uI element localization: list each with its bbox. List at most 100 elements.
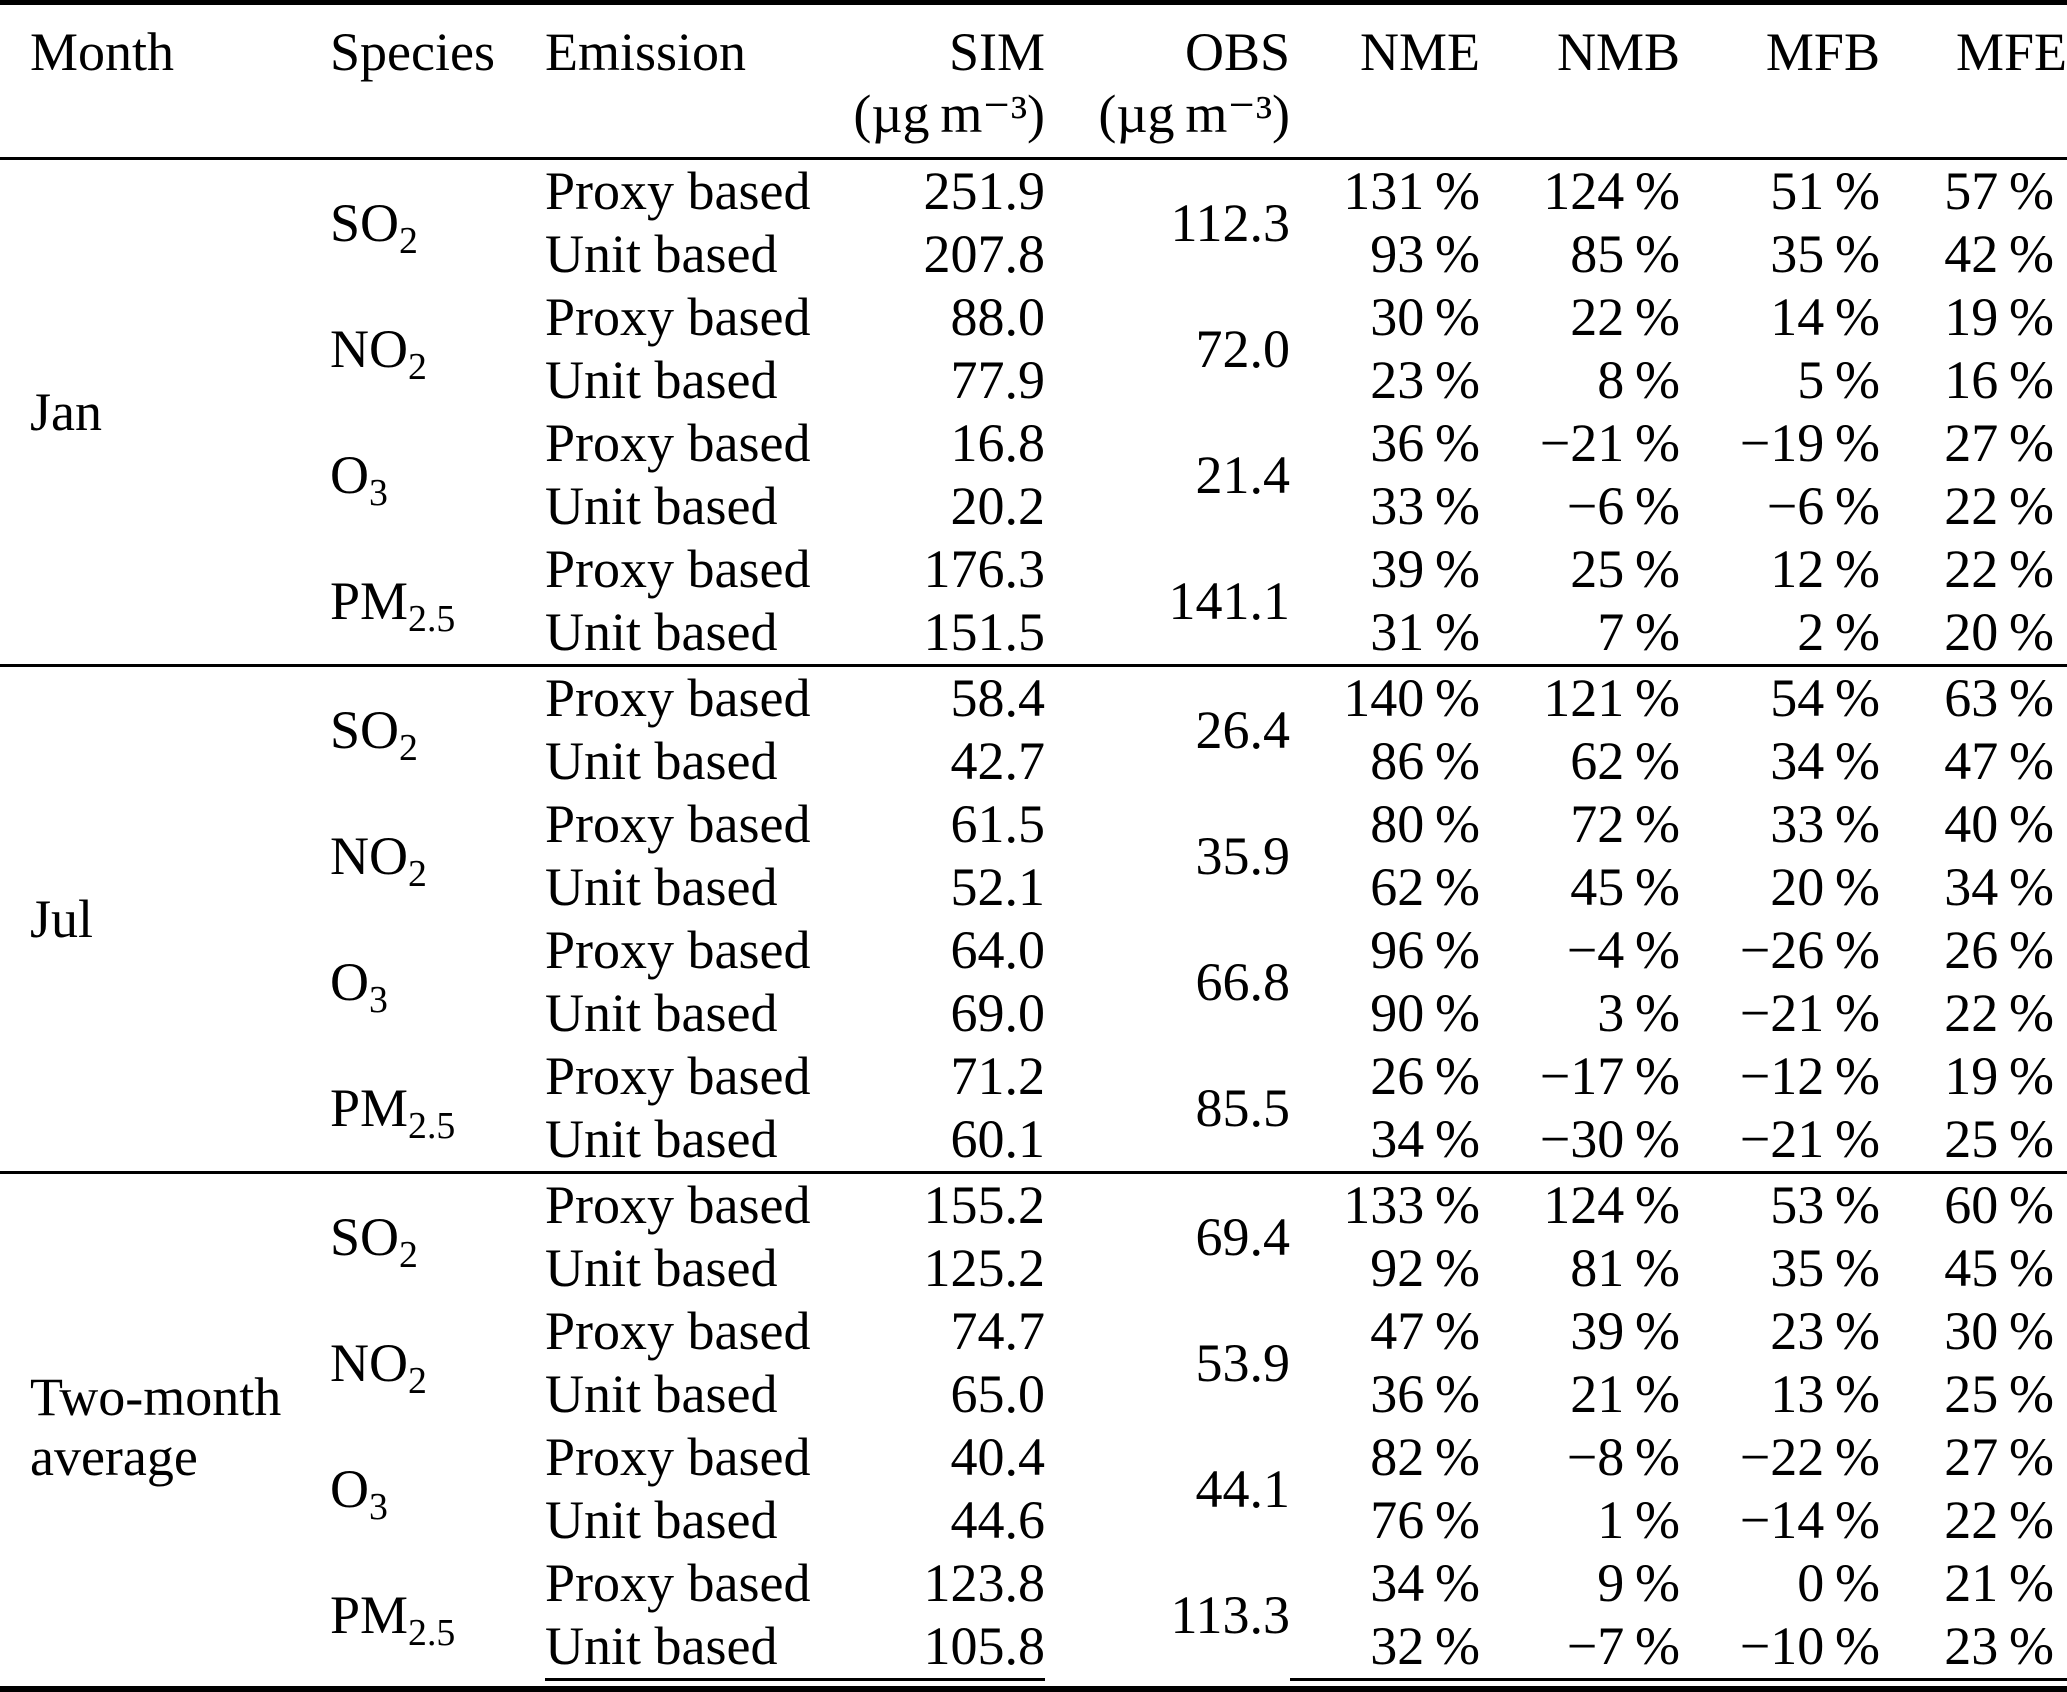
sim-value: 60.1	[950, 1109, 1046, 1169]
nme-value: 36 %	[1370, 1364, 1480, 1424]
table-row: Unit based 42.7 86 % 62 % 34 % 47 %	[0, 730, 2067, 793]
nmb-value: 8 %	[1597, 350, 1680, 410]
nme-value: 31 %	[1370, 602, 1480, 662]
table-row: Unit based 20.2 33 % −6 % −6 % 22 %	[0, 475, 2067, 538]
emission-cell: Proxy based	[545, 413, 811, 473]
table-row: Jan SO2 Proxy based 251.9 112.3 131 % 12…	[0, 159, 2067, 442]
col-header-emission: Emission	[545, 2, 830, 160]
species-cell: PM2.5	[330, 538, 545, 666]
table-row: Unit based 125.2 92 % 81 % 35 % 45 %	[0, 1237, 2067, 1300]
species-cell: SO2	[330, 1171, 545, 1300]
obs-value: 141.1	[1168, 570, 1291, 631]
mfb-value: 12 %	[1770, 539, 1880, 599]
mfb-value: −6 %	[1766, 476, 1880, 536]
mfe-value: 16 %	[1944, 350, 2054, 410]
mfb-value: 53 %	[1680, 1171, 1880, 1237]
species-subscript: 2.5	[408, 1104, 456, 1147]
table-header: Month Species Emission SIM (µg m⁻³) OBS …	[0, 2, 2067, 160]
species-cell: PM2.5	[330, 1552, 545, 1680]
mfe-value: 34 %	[1944, 857, 2054, 917]
mfb-value: −26 %	[1739, 920, 1880, 980]
sim-value: 207.8	[923, 224, 1046, 284]
sim-value: 151.5	[923, 602, 1046, 662]
species-cell: NO2	[330, 1300, 545, 1426]
nmb-value: 124 %	[1543, 161, 1680, 221]
species-base: SO	[330, 1206, 400, 1267]
mfe-value: 20 %	[1944, 602, 2054, 662]
species-subscript: 2	[408, 345, 427, 388]
mfb-value: 35 %	[1770, 1238, 1880, 1298]
mfb-value: 5 %	[1797, 350, 1880, 410]
emission-cell: Unit based	[545, 476, 778, 536]
month-cell: Two-month average	[0, 1171, 330, 1680]
obs-value: 72.0	[1195, 318, 1291, 379]
nme-value: 86 %	[1370, 731, 1480, 791]
nmb-value: −8 %	[1566, 1427, 1680, 1487]
species-base: SO	[330, 699, 400, 760]
mfb-value: −21 %	[1739, 983, 1880, 1043]
species-cell: SO2	[330, 159, 545, 287]
table-bottom-rule	[0, 1686, 2067, 1692]
header-row: Month Species Emission SIM (µg m⁻³) OBS …	[0, 2, 2067, 160]
nme-value: 36 %	[1370, 413, 1480, 473]
sim-value: 61.5	[950, 794, 1046, 854]
nmb-value: 124 %	[1480, 1171, 1680, 1237]
sim-value: 155.2	[830, 1171, 1045, 1237]
obs-value: 113.3	[1170, 1585, 1291, 1646]
col-header-species: Species	[330, 2, 545, 160]
species-base: O	[330, 444, 369, 505]
emission-cell: Unit based	[545, 1615, 830, 1681]
table-row: Two-month average SO2 Proxy based 155.2 …	[0, 1171, 2067, 1680]
mfe-value: 22 %	[1944, 1490, 2054, 1550]
month-cell: Jan	[30, 382, 102, 442]
col-header-mfe: MFE	[1880, 2, 2067, 160]
nme-value: 131 %	[1343, 161, 1480, 221]
mfe-value: 42 %	[1944, 224, 2054, 284]
table-row: Unit based 207.8 93 % 85 % 35 % 42 %	[0, 223, 2067, 286]
mfb-value: −10 %	[1680, 1615, 1880, 1681]
emission-cell: Unit based	[545, 1109, 778, 1169]
species-cell: NO2	[330, 286, 545, 412]
emission-cell: Proxy based	[545, 539, 811, 599]
nme-value: 33 %	[1370, 476, 1480, 536]
col-header-obs: OBS (µg m⁻³)	[1045, 2, 1290, 160]
col-header-sim-unit: (µg m⁻³)	[853, 84, 1045, 144]
mfe-value: 27 %	[1944, 1427, 2054, 1487]
species-base: SO	[330, 192, 400, 253]
obs-value: 85.5	[1195, 1077, 1291, 1138]
col-header-month: Month	[0, 2, 330, 160]
mfe-value: 47 %	[1944, 731, 2054, 791]
mfb-value: −12 %	[1739, 1046, 1880, 1106]
species-subscript: 2	[408, 1359, 427, 1402]
mfe-value: 25 %	[1944, 1364, 2054, 1424]
nme-value: 34 %	[1370, 1109, 1480, 1169]
table-row: NO2 Proxy based 88.0 72.0 30 % 22 % 14 %…	[0, 286, 2067, 385]
sim-value: 251.9	[923, 161, 1046, 221]
mfe-value: 57 %	[1944, 161, 2054, 221]
sim-value: 88.0	[950, 287, 1046, 347]
emission-cell: Proxy based	[545, 161, 811, 221]
mfe-value: 22 %	[1944, 476, 2054, 536]
sim-value: 58.4	[830, 664, 1045, 730]
obs-value: 35.9	[1195, 825, 1291, 886]
col-header-nmb: NMB	[1480, 2, 1680, 160]
nmb-value: −30 %	[1539, 1109, 1680, 1169]
mfe-value: 19 %	[1944, 1046, 2054, 1106]
nmb-value: 72 %	[1570, 794, 1680, 854]
emission-cell: Unit based	[545, 224, 778, 284]
table-row: O3 Proxy based 40.4 44.1 82 % −8 % −22 %…	[0, 1426, 2067, 1525]
table-row: Unit based 60.1 34 % −30 % −21 % 25 %	[0, 1108, 2067, 1173]
table-row: NO2 Proxy based 61.5 35.9 80 % 72 % 33 %…	[0, 793, 2067, 892]
nmb-value: −17 %	[1539, 1046, 1680, 1106]
mfb-value: 20 %	[1770, 857, 1880, 917]
mfb-value: 51 %	[1770, 161, 1880, 221]
emission-cell: Proxy based	[545, 1427, 811, 1487]
nme-value: 90 %	[1370, 983, 1480, 1043]
table-row: Unit based 44.6 76 % 1 % −14 % 22 %	[0, 1489, 2067, 1552]
nme-value: 80 %	[1370, 794, 1480, 854]
species-cell: O3	[330, 1426, 545, 1552]
mfb-value: −19 %	[1739, 413, 1880, 473]
emission-cell: Proxy based	[545, 1046, 811, 1106]
nme-value: 133 %	[1290, 1171, 1480, 1237]
